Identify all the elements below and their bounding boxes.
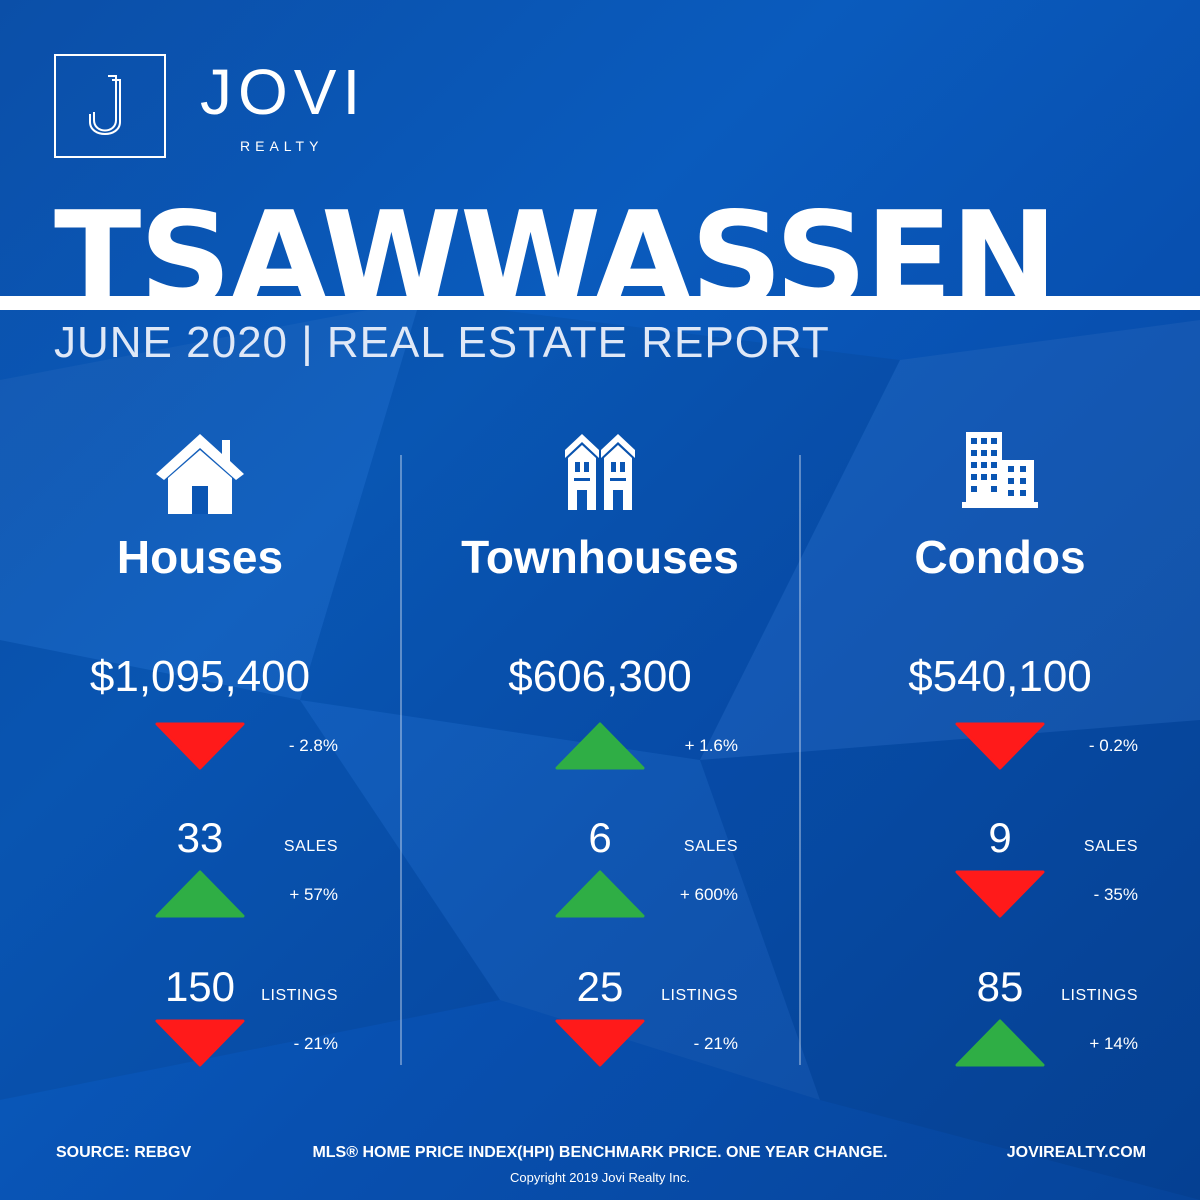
- price-change-percent: - 2.8%: [288, 736, 338, 755]
- listings-label: LISTINGS: [661, 987, 738, 1004]
- price-change-arrow: [955, 722, 1045, 770]
- listings-change-arrow: [555, 1019, 645, 1067]
- sales-change-percent: + 600%: [679, 885, 738, 904]
- source-note: SOURCE: REBGV: [56, 1144, 192, 1161]
- listings-change-arrow: [955, 1019, 1045, 1067]
- up-triangle-icon: [955, 1019, 1045, 1067]
- column-divider: [799, 455, 801, 1065]
- sales-count: 33: [176, 814, 224, 861]
- sales-change-arrow: [155, 870, 245, 918]
- up-triangle-icon: [555, 722, 645, 770]
- listings-label: LISTINGS: [261, 987, 338, 1004]
- column-condos: Condos $540,100 - 0.2% 9 SALES - 35% 85 …: [800, 430, 1200, 1090]
- column-divider: [400, 455, 402, 1065]
- down-triangle-icon: [555, 1019, 645, 1067]
- sales-change-percent: - 35%: [1093, 885, 1138, 904]
- category-title: Condos: [914, 531, 1086, 583]
- up-triangle-icon: [555, 870, 645, 918]
- brand-name: JOVI: [200, 56, 367, 128]
- down-triangle-icon: [155, 722, 245, 770]
- listings-change-percent: - 21%: [693, 1034, 738, 1053]
- listings-change-percent: + 14%: [1089, 1034, 1138, 1053]
- benchmark-price: $540,100: [908, 652, 1092, 701]
- condo-building-icon: [962, 432, 1038, 508]
- price-change-percent: - 0.2%: [1088, 736, 1138, 755]
- down-triangle-icon: [955, 722, 1045, 770]
- listings-count: 85: [976, 963, 1024, 1010]
- sales-count: 6: [588, 814, 612, 861]
- methodology-note: MLS® HOME PRICE INDEX(HPI) BENCHMARK PRI…: [312, 1144, 888, 1161]
- logo: [54, 54, 166, 158]
- category-title: Houses: [116, 531, 284, 583]
- sales-label: SALES: [283, 838, 338, 855]
- down-triangle-icon: [155, 1019, 245, 1067]
- column-townhouses: Townhouses $606,300 + 1.6% 6 SALES + 600…: [400, 430, 800, 1090]
- sales-change-arrow: [555, 870, 645, 918]
- up-triangle-icon: [155, 870, 245, 918]
- sales-count: 9: [988, 814, 1012, 861]
- copyright: Copyright 2019 Jovi Realty Inc.: [510, 1170, 690, 1185]
- page-subtitle: JUNE 2020 | REAL ESTATE REPORT: [54, 318, 830, 367]
- category-title: Townhouses: [461, 531, 739, 583]
- listings-count: 25: [576, 963, 624, 1010]
- listings-change-percent: - 21%: [293, 1034, 338, 1053]
- down-triangle-icon: [955, 870, 1045, 918]
- j-monogram-icon: [89, 75, 121, 135]
- sales-label: SALES: [1083, 838, 1138, 855]
- listings-change-arrow: [155, 1019, 245, 1067]
- price-change-arrow: [155, 722, 245, 770]
- column-houses: Houses $1,095,400 - 2.8% 33 SALES + 57% …: [0, 430, 400, 1090]
- listings-label: LISTINGS: [1061, 987, 1138, 1004]
- sales-change-arrow: [955, 870, 1045, 918]
- townhouse-icon: [565, 434, 635, 510]
- sales-change-percent: + 57%: [289, 885, 338, 904]
- title-rule: [0, 296, 1200, 310]
- listings-count: 150: [164, 963, 236, 1010]
- house-icon: [156, 434, 244, 514]
- benchmark-price: $606,300: [508, 652, 692, 701]
- price-change-percent: + 1.6%: [684, 736, 738, 755]
- website-link[interactable]: JOVIREALTY.COM: [1006, 1144, 1146, 1161]
- sales-label: SALES: [683, 838, 738, 855]
- benchmark-price: $1,095,400: [89, 652, 311, 701]
- brand-subtitle: REALTY: [240, 138, 324, 154]
- price-change-arrow: [555, 722, 645, 770]
